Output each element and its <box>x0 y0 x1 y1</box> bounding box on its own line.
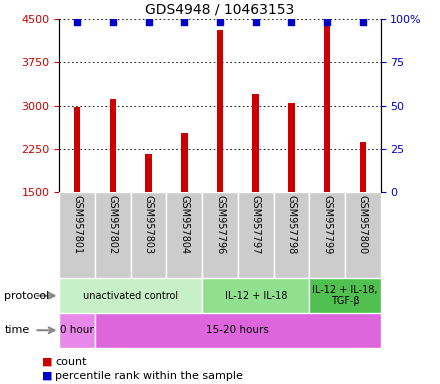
Bar <box>202 278 309 313</box>
Point <box>145 19 152 25</box>
Text: IL-12 + IL-18,
TGF-β: IL-12 + IL-18, TGF-β <box>312 285 378 306</box>
Text: GSM957796: GSM957796 <box>215 195 225 254</box>
Text: ■: ■ <box>42 371 52 381</box>
Point <box>181 19 188 25</box>
Point <box>288 19 295 25</box>
Point <box>252 19 259 25</box>
Bar <box>181 133 187 192</box>
Point <box>323 19 330 25</box>
Bar <box>59 192 95 278</box>
Bar <box>166 192 202 278</box>
Title: GDS4948 / 10463153: GDS4948 / 10463153 <box>145 3 295 17</box>
Bar <box>288 103 295 192</box>
Text: GSM957799: GSM957799 <box>322 195 332 254</box>
Bar <box>110 99 116 192</box>
Text: GSM957802: GSM957802 <box>108 195 118 254</box>
Text: GSM957798: GSM957798 <box>286 195 297 254</box>
Text: ■: ■ <box>42 357 52 367</box>
Bar <box>309 192 345 278</box>
Bar <box>217 30 223 192</box>
Text: GSM957804: GSM957804 <box>180 195 189 254</box>
Bar <box>359 142 366 192</box>
Text: 15-20 hours: 15-20 hours <box>206 325 269 335</box>
Point <box>110 19 117 25</box>
Bar <box>95 313 381 348</box>
Point <box>74 19 81 25</box>
Bar <box>59 278 202 313</box>
Bar <box>95 192 131 278</box>
Bar <box>238 192 274 278</box>
Bar <box>145 154 152 192</box>
Point <box>359 19 366 25</box>
Bar <box>324 23 330 192</box>
Text: GSM957797: GSM957797 <box>251 195 260 254</box>
Text: 0 hour: 0 hour <box>60 325 94 335</box>
Text: unactivated control: unactivated control <box>83 291 178 301</box>
Bar <box>74 107 81 192</box>
Bar <box>59 313 95 348</box>
Text: count: count <box>55 357 87 367</box>
Text: GSM957801: GSM957801 <box>72 195 82 254</box>
Text: GSM957803: GSM957803 <box>143 195 154 254</box>
Bar <box>131 192 166 278</box>
Bar <box>253 94 259 192</box>
Bar <box>309 278 381 313</box>
Text: protocol: protocol <box>4 291 50 301</box>
Bar <box>202 192 238 278</box>
Bar <box>274 192 309 278</box>
Point <box>216 19 224 25</box>
Text: percentile rank within the sample: percentile rank within the sample <box>55 371 243 381</box>
Bar <box>345 192 381 278</box>
Text: IL-12 + IL-18: IL-12 + IL-18 <box>224 291 287 301</box>
Text: GSM957800: GSM957800 <box>358 195 368 254</box>
Text: time: time <box>4 325 29 335</box>
